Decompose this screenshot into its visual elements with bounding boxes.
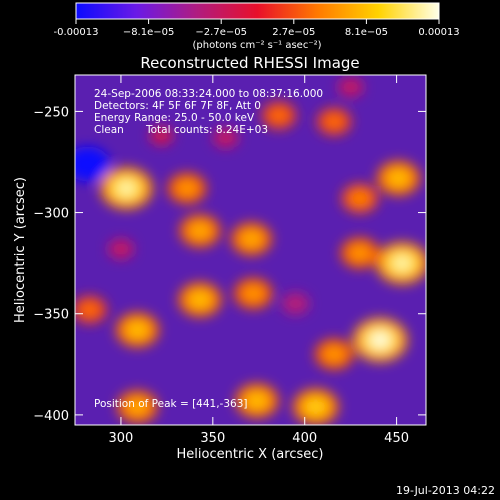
source-core	[353, 193, 366, 204]
source-core	[249, 395, 264, 407]
y-tick-label: −400	[33, 409, 69, 424]
y-tick-label: −300	[33, 207, 69, 222]
x-tick-label: 400	[292, 431, 317, 446]
colorbar-tick-label: 2.7e−05	[272, 27, 315, 38]
source-core	[391, 172, 406, 184]
colorbar-unit: (photons cm⁻² s⁻¹ asec⁻²)	[192, 40, 321, 51]
source-negative	[108, 238, 134, 260]
info-line-energy: Energy Range: 25.0 - 50.0 keV	[94, 112, 255, 124]
source-core	[327, 349, 341, 360]
source-core	[193, 294, 207, 306]
source-core	[273, 111, 285, 120]
source-core	[193, 225, 207, 237]
x-tick-label: 450	[384, 431, 409, 446]
x-tick-label: 350	[200, 431, 225, 446]
source-negative	[212, 127, 239, 148]
colorbar-tick-label: -0.00013	[54, 27, 99, 38]
x-tick-label: 300	[109, 431, 134, 446]
source-core	[244, 233, 259, 245]
source-core	[84, 305, 96, 315]
source-core	[118, 181, 135, 196]
y-tick-label: −250	[33, 105, 69, 120]
colorbar-tick-label: 0.00013	[418, 27, 459, 38]
info-line-time: 24-Sep-2006 08:33:24.000 to 08:37:16.000	[94, 88, 323, 100]
colorbar-tick-label: −8.1e−05	[123, 27, 175, 38]
footer-date: 19-Jul-2013 04:22	[396, 484, 495, 497]
colorbar-tick-label: 8.1e−05	[345, 27, 388, 38]
source-negative	[149, 126, 174, 146]
x-axis-label: Heliocentric X (arcsec)	[177, 447, 324, 462]
y-axis-label: Heliocentric Y (arcsec)	[13, 177, 28, 323]
source-core	[130, 401, 145, 413]
source-negative	[337, 76, 364, 98]
source-core	[180, 183, 194, 194]
chart-title: Reconstructed RHESSI Image	[140, 54, 359, 72]
plot-frame	[74, 74, 427, 426]
source-negative	[75, 146, 110, 182]
source-core	[353, 248, 367, 259]
peak-position-label: Position of Peak = [441,-363]	[94, 398, 248, 410]
colorbar-tick-label: −2.7e−05	[195, 27, 247, 38]
info-overlay: 24-Sep-2006 08:33:24.000 to 08:37:16.000…	[94, 88, 323, 136]
info-clean: Clean	[94, 124, 124, 136]
colorbar-bar	[75, 2, 440, 20]
source-core	[393, 256, 411, 270]
source-core	[247, 288, 260, 299]
source-core	[328, 117, 340, 126]
source-core	[371, 332, 389, 348]
info-line-detectors: Detectors: 4F 5F 6F 7F 8F, Att 0	[94, 100, 261, 112]
colorbar: -0.00013 −8.1e−05 −2.7e−05 2.7e−05 8.1e−05 0.…	[54, 2, 460, 51]
plot-area: 300 350 400 450 −400 −350 −300 −250	[33, 74, 427, 446]
source-core	[130, 324, 145, 336]
y-tick-label: −350	[33, 308, 69, 323]
axis-ticks: 300 350 400 450 −400 −350 −300 −250	[33, 75, 426, 446]
image-sources	[75, 76, 426, 425]
source-core	[308, 400, 324, 413]
colorbar-ticks: -0.00013 −8.1e−05 −2.7e−05 2.7e−05 8.1e−05 0.…	[54, 19, 460, 38]
source-negative	[281, 292, 310, 315]
info-total-counts: Total counts: 8.24E+03	[145, 124, 268, 136]
